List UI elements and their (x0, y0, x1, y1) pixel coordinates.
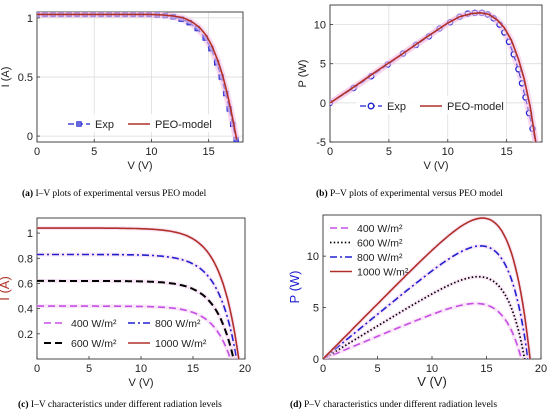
chart-a: 0 5 10 15 0 0.5 1 V (V) I (A) Exp PEO-model (0, 11, 244, 172)
x-axis-label: V (V) (417, 374, 447, 389)
x-tick-label: 0 (34, 363, 40, 375)
x-tick-label: 15 (187, 363, 199, 375)
y-tick-label: -5 (316, 137, 326, 149)
caption-a: (a) I–V plots of experimental versus PEO… (22, 189, 206, 199)
legend-label-peo: PEO-model (155, 119, 212, 131)
y-tick-label: 1 (27, 228, 33, 240)
legend-label-2: 800 W/m² (155, 318, 201, 330)
x-tick-label: 10 (145, 146, 157, 158)
legend-marker (367, 102, 375, 110)
series-line-1 (37, 279, 235, 359)
axes-frame (36, 217, 246, 360)
caption-b-tag: (b) (316, 189, 328, 199)
series-line-1 (37, 13, 238, 140)
caption-d-text: P–V characteristics under different radi… (304, 400, 498, 410)
x-tick-label: 20 (239, 363, 251, 375)
y-tick-label: 0.4 (18, 304, 33, 316)
x-tick-label: 5 (374, 363, 380, 375)
series-group (37, 226, 241, 359)
series-halo (37, 304, 233, 359)
caption-b-text: P–V plots of experimental versus PEO mod… (330, 189, 503, 199)
y-tick-label: 10 (314, 20, 326, 32)
y-axis-label: I (A) (0, 276, 12, 301)
y-tick-label: 0.5 (18, 72, 33, 84)
legend-label-3: 1000 W/m² (357, 267, 409, 279)
legend-marker (76, 121, 82, 127)
series-line-2 (323, 245, 529, 359)
x-tick-label: 0 (34, 146, 40, 158)
x-tick-label: 20 (535, 363, 547, 375)
y-tick-label: 0.8 (18, 253, 33, 265)
legend-label-3: 1000 W/m² (155, 338, 207, 350)
y-tick-label: 0 (313, 354, 319, 366)
x-axis-label: V (V) (127, 160, 152, 172)
legend-label-0: 400 W/m² (71, 318, 117, 330)
x-tick-label: 15 (501, 146, 513, 158)
data-point (533, 141, 539, 142)
caption-d-tag: (d) (290, 400, 302, 410)
legend-label-0: 400 W/m² (357, 223, 403, 235)
series-group (37, 12, 240, 142)
x-tick-label: 5 (86, 363, 92, 375)
x-tick-label: 5 (91, 146, 97, 158)
series-group (330, 9, 539, 142)
legend-label-2: 800 W/m² (357, 252, 403, 264)
legend-box (64, 114, 214, 132)
y-tick-label: 0 (27, 131, 33, 143)
x-tick-label: 10 (426, 363, 438, 375)
y-tick-label: 0 (320, 98, 326, 110)
x-tick-label: 15 (203, 146, 215, 158)
legend-label-1: 600 W/m² (71, 338, 117, 350)
y-axis-label: P (W) (287, 271, 302, 304)
legend-label-1: 600 W/m² (357, 238, 403, 250)
legend-label-exp: Exp (387, 101, 406, 113)
x-tick-label: 0 (320, 363, 326, 375)
y-tick-label: 0.2 (18, 329, 33, 341)
series-group (323, 216, 533, 359)
caption-b: (b) P–V plots of experimental versus PEO… (316, 189, 503, 199)
legend-label-peo: PEO-model (447, 101, 504, 113)
series-line-3 (37, 227, 240, 359)
axes-frame (329, 4, 543, 143)
legend-box (356, 96, 506, 114)
series-line-1 (330, 12, 537, 142)
caption-c-text: I–V characteristics under different radi… (30, 400, 222, 410)
x-tick-label: 0 (327, 146, 333, 158)
caption-a-text: I–V plots of experimental versus PEO mod… (35, 189, 207, 199)
x-tick-label: 15 (480, 363, 492, 375)
series-halo (37, 226, 241, 359)
caption-c: (c) I–V characteristics under different … (18, 400, 222, 410)
y-tick-label: 10 (307, 251, 319, 263)
caption-a-tag: (a) (22, 189, 34, 199)
y-tick-label: 5 (320, 59, 326, 71)
series-line-3 (323, 217, 531, 359)
y-tick-label: 5 (313, 303, 319, 315)
x-tick-label: 10 (135, 363, 147, 375)
y-tick-label: 0.6 (18, 278, 33, 290)
chart-c: 0 5 10 15 20 0.2 0.4 0.6 0.8 1 V (V) I (A) 400 W/m² 8… (0, 217, 251, 389)
series-line-2 (37, 253, 238, 359)
caption-c-tag: (c) (18, 400, 29, 410)
series-line-1 (323, 275, 526, 359)
y-axis-label: P (W) (297, 60, 309, 88)
x-axis-label: V (V) (128, 377, 153, 389)
x-tick-label: 10 (442, 146, 454, 158)
x-axis-label: V (V) (423, 160, 448, 172)
series-line-0 (323, 302, 523, 359)
legend-label-exp: Exp (95, 119, 114, 131)
caption-d: (d) P–V characteristics under different … (290, 400, 497, 410)
y-tick-label: 1 (27, 13, 33, 25)
y-axis-label: I (A) (0, 67, 12, 88)
x-tick-label: 5 (386, 146, 392, 158)
